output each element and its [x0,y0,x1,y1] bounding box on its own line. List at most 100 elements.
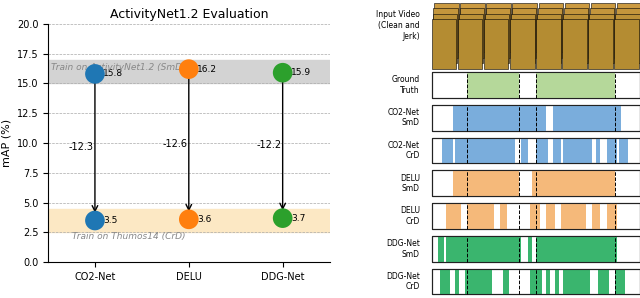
Bar [536,236,617,262]
Bar [432,72,640,98]
Bar [432,138,640,163]
Bar [589,14,614,63]
Bar [486,8,510,58]
Bar [537,14,561,63]
Bar [563,138,592,163]
Bar [467,72,519,98]
Bar [432,203,640,229]
Bar [442,138,452,163]
Bar [484,14,509,63]
Point [184,67,194,72]
Bar [563,269,590,294]
Bar [538,8,563,58]
Text: DDG-Net
CrD: DDG-Net CrD [386,272,420,291]
Bar [458,19,483,69]
Bar [510,19,534,69]
Bar [562,19,587,69]
Text: CO2-Net
SmD: CO2-Net SmD [388,108,420,128]
Bar [536,138,548,163]
Bar [616,8,640,58]
Bar [432,105,640,131]
Text: Train on ActivityNet1.2 (SmD): Train on ActivityNet1.2 (SmD) [51,63,186,72]
Bar [432,236,640,262]
Bar [454,269,459,294]
Bar [446,203,461,229]
Bar [432,19,456,69]
Bar [460,3,485,52]
Bar [547,203,555,229]
Bar [616,3,640,52]
Bar [432,269,640,294]
Bar [500,203,507,229]
Bar [536,19,561,69]
Bar [502,269,509,294]
Bar [547,269,550,294]
Text: 3.7: 3.7 [291,214,305,223]
Point [90,218,100,223]
Bar [552,105,621,131]
Bar [536,72,615,98]
Bar [511,14,536,63]
Text: 3.6: 3.6 [197,215,212,224]
Bar [432,138,640,163]
Bar [484,19,509,69]
Text: DDG-Net
SmD: DDG-Net SmD [386,239,420,259]
Bar [511,8,536,58]
Bar [538,3,563,52]
Bar [564,8,588,58]
Bar [529,269,542,294]
Bar [435,3,459,52]
Bar [432,269,640,294]
Bar [591,3,615,52]
Bar [592,203,600,229]
Bar [432,170,640,196]
Bar [619,138,627,163]
Text: 15.9: 15.9 [291,68,311,77]
Bar [529,203,540,229]
Text: 15.8: 15.8 [104,69,124,78]
Bar [521,138,527,163]
Bar [564,3,589,52]
Bar [465,269,492,294]
Bar [589,8,614,58]
Bar [596,138,600,163]
Bar [607,203,617,229]
Bar [432,72,640,98]
Y-axis label: mAP (%): mAP (%) [1,119,11,167]
Point [278,216,288,221]
Bar [588,19,612,69]
Bar [446,236,521,262]
Bar [563,14,588,63]
Bar [433,8,458,58]
Bar [615,269,625,294]
Point [90,72,100,76]
Text: -12.6: -12.6 [162,139,188,149]
Bar [552,138,561,163]
Bar [454,138,515,163]
Bar [607,138,617,163]
Text: DELU
CrD: DELU CrD [400,206,420,226]
Bar [459,14,483,63]
Text: -12.2: -12.2 [256,140,281,150]
Text: Ground
Truth: Ground Truth [392,75,420,95]
Bar [438,236,444,262]
Bar [452,105,547,131]
Bar [532,170,615,196]
Text: 3.5: 3.5 [104,216,118,225]
Bar [467,203,494,229]
Text: Input Video
(Clean and
Jerk): Input Video (Clean and Jerk) [376,10,420,41]
Bar [452,170,519,196]
Bar [48,209,330,232]
Bar [527,236,532,262]
Bar [561,203,586,229]
Bar [615,14,639,63]
Text: DELU
SmD: DELU SmD [400,173,420,193]
Text: 16.2: 16.2 [197,65,217,74]
Bar [555,269,559,294]
Bar [432,203,640,229]
Text: CO2-Net
CrD: CO2-Net CrD [388,141,420,160]
Bar [598,269,609,294]
Bar [440,269,451,294]
Title: ActivityNet1.2 Evaluation: ActivityNet1.2 Evaluation [109,8,268,21]
Bar [433,14,458,63]
